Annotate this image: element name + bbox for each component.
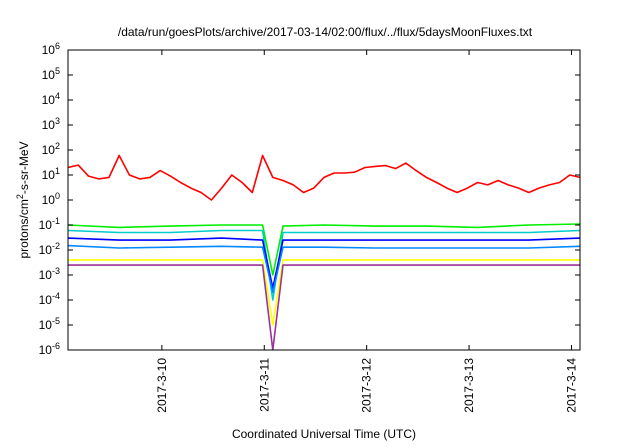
y-axis-label-rest: -s-sr-MeV — [17, 141, 31, 194]
series-line-0 — [68, 154, 580, 201]
y-axis-ticks: 10-6 10-5 10-4 10-3 10-2 10-1 100 101 102 103 104 1… — [39, 41, 580, 357]
y-tick-label: 10-4 — [39, 291, 60, 307]
series-line-3 — [68, 237, 580, 289]
y-tick-label: 105 — [42, 66, 60, 82]
x-tick-label: 2017-3-14 — [564, 358, 578, 413]
x-axis-ticks: 2017-3-10 2017-3-11 2017-3-12 2017-3-13 2017… — [155, 50, 578, 413]
y-axis-label-sup: 2 — [15, 194, 25, 199]
x-tick-label: 2017-3-10 — [155, 358, 169, 413]
series-line-5 — [68, 259, 580, 326]
plot-frame — [67, 49, 581, 351]
y-tick-label: 101 — [42, 166, 60, 182]
series-line-4 — [68, 244, 580, 294]
x-tick-label: 2017-3-12 — [360, 358, 374, 413]
x-tick-label: 2017-3-13 — [462, 358, 476, 413]
x-tick-label: 2017-3-11 — [257, 358, 271, 412]
y-tick-label: 10-3 — [39, 266, 60, 282]
y-tick-label: 106 — [42, 41, 60, 57]
series-layer — [68, 154, 580, 350]
y-tick-label: 102 — [42, 141, 60, 157]
y-axis-label: protons/cm2-s-sr-MeV — [15, 141, 31, 258]
y-tick-label: 10-5 — [39, 316, 60, 332]
y-axis-label-base: protons/cm — [17, 199, 31, 258]
x-axis-label: Coordinated Universal Time (UTC) — [232, 427, 416, 441]
y-tick-label: 10-6 — [39, 341, 60, 357]
series-line-6 — [68, 264, 580, 350]
chart-title: /data/run/goesPlots/archive/2017-03-14/0… — [118, 25, 533, 39]
y-tick-label: 103 — [42, 116, 60, 132]
y-tick-label: 100 — [42, 191, 60, 207]
y-tick-label: 10-1 — [39, 216, 60, 232]
y-tick-label: 104 — [42, 91, 60, 107]
y-tick-label: 10-2 — [39, 241, 60, 257]
series-line-2 — [68, 229, 580, 301]
series-line-1 — [68, 223, 580, 276]
